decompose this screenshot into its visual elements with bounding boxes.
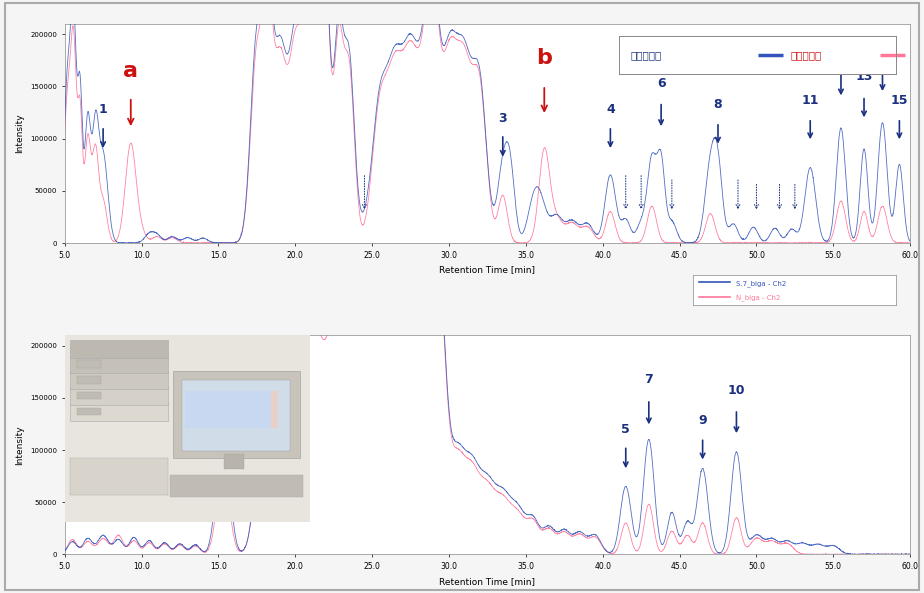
- Text: 6: 6: [657, 76, 665, 90]
- Text: 4: 4: [606, 103, 614, 116]
- Text: 15: 15: [891, 94, 908, 107]
- Text: 羅病性品種: 羅病性品種: [791, 50, 822, 60]
- Text: 2: 2: [219, 371, 227, 384]
- Text: 8: 8: [713, 98, 723, 111]
- Text: 1: 1: [99, 103, 107, 116]
- Text: S.7_biga - Ch2: S.7_biga - Ch2: [736, 280, 786, 286]
- Text: 7: 7: [644, 372, 653, 385]
- Text: 13: 13: [856, 70, 872, 83]
- Text: N_biga - Ch2: N_biga - Ch2: [736, 294, 780, 301]
- Text: 9: 9: [699, 415, 707, 427]
- Text: 14: 14: [874, 37, 892, 50]
- Y-axis label: Intensity: Intensity: [16, 425, 24, 464]
- Text: 抗抗性品種: 抗抗性品種: [630, 50, 662, 60]
- Y-axis label: Intensity: Intensity: [16, 114, 24, 153]
- Text: a: a: [123, 60, 139, 81]
- Text: 12: 12: [833, 44, 850, 56]
- Text: 11: 11: [801, 94, 819, 107]
- Text: b: b: [536, 47, 553, 68]
- X-axis label: Retention Time [min]: Retention Time [min]: [440, 576, 535, 586]
- Text: 3: 3: [498, 111, 507, 125]
- X-axis label: Retention Time [min]: Retention Time [min]: [440, 265, 535, 274]
- Text: 10: 10: [728, 384, 745, 397]
- Text: 5: 5: [621, 423, 630, 436]
